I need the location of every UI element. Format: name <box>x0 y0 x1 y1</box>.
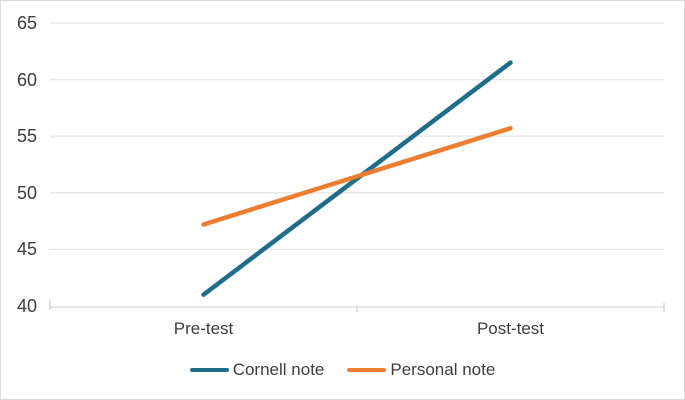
legend-label: Cornell note <box>232 360 325 379</box>
x-axis-label-pre-test: Pre-test <box>173 319 234 338</box>
x-axis: Pre-test Post-test <box>1 319 684 343</box>
x-axis-label-post-test: Post-test <box>476 319 545 338</box>
y-axis: 40 45 50 55 60 65 <box>1 1 37 399</box>
legend: Cornell note Personal note <box>1 360 684 380</box>
legend-item-personal-note: Personal note <box>347 360 495 380</box>
y-axis-tick-label: 55 <box>16 126 37 147</box>
y-axis-tick-label: 65 <box>16 13 37 33</box>
y-axis-tick-label: 40 <box>16 296 37 316</box>
y-axis-tick-label: 45 <box>16 239 37 260</box>
cornell-note-line-swatch-icon <box>189 367 229 373</box>
legend-label: Personal note <box>390 360 496 379</box>
series-line-personal-note <box>201 126 513 227</box>
personal-note-line-swatch-icon <box>347 367 387 373</box>
legend-item-cornell-note: Cornell note <box>189 360 325 380</box>
y-axis-tick-label: 60 <box>16 69 37 90</box>
y-axis-tick-label: 50 <box>16 182 37 203</box>
